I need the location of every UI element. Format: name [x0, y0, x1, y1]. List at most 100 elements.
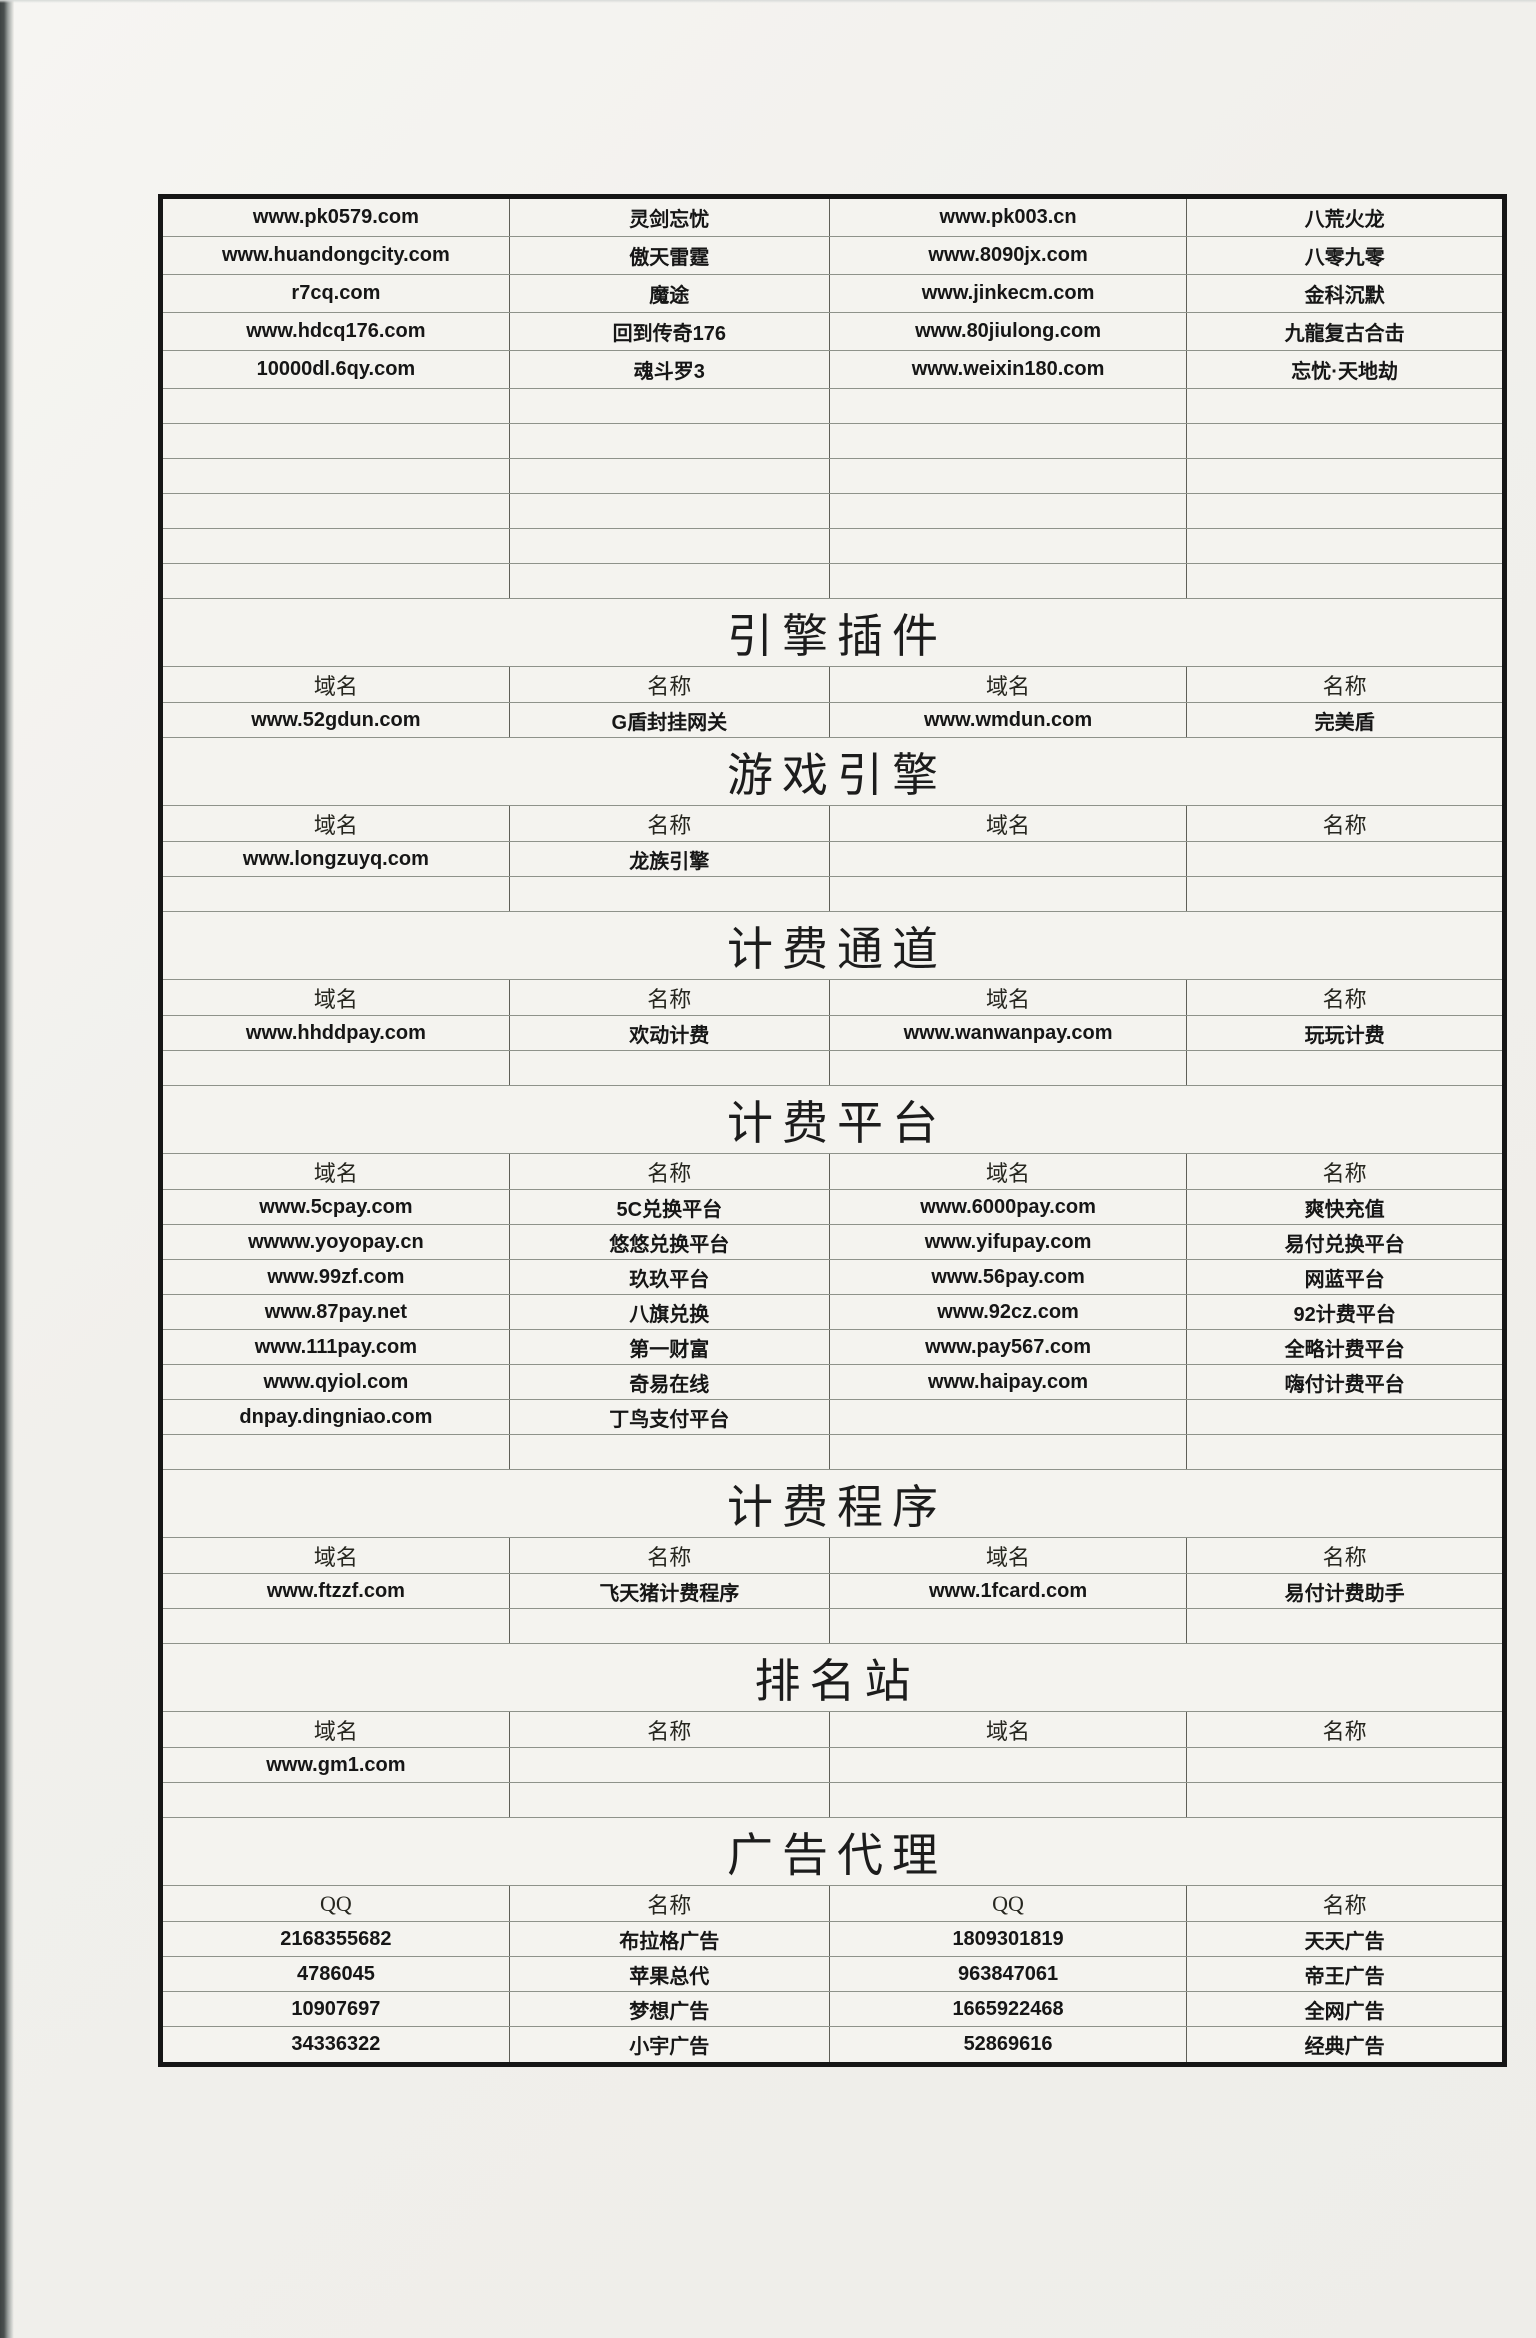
table-row: www.52gdun.com G盾封挂网关 www.wmdun.com 完美盾 [163, 703, 1502, 738]
scanner-top-edge [0, 0, 1536, 3]
table-row: www.longzuyq.com 龙族引擎 [163, 842, 1502, 877]
section-title: 广告代理 [163, 1818, 1502, 1886]
section-title: 游戏引擎 [163, 738, 1502, 806]
table-cell: 完美盾 [1314, 711, 1375, 734]
table-cell: www.pk0579.com [163, 199, 510, 236]
empty-cell [510, 459, 830, 493]
table-cell: 九龍复古合击 [1284, 323, 1405, 345]
empty-cell [510, 529, 830, 563]
table-cell: 玩玩计费 [1304, 1024, 1385, 1047]
table-row: r7cq.com 魔途 www.jinkecm.com 金科沉默 [163, 275, 1502, 313]
table-row: www.87pay.net 八旗兑换 www.92cz.com 92计费平台 [163, 1295, 1502, 1330]
table-cell: www.5cpay.com [163, 1190, 510, 1224]
header-cell: 域名 [163, 980, 510, 1015]
header-cell: 名称 [510, 1538, 830, 1573]
header-row: 域名 名称 域名 名称 [163, 667, 1502, 703]
header-cell: 域名 [830, 980, 1188, 1015]
section-title: 排名站 [163, 1644, 1502, 1712]
empty-cell [1187, 459, 1502, 493]
header-cell: 名称 [1322, 1160, 1367, 1186]
empty-cell [163, 564, 510, 598]
table-cell: 963847061 [830, 1957, 1188, 1991]
table-cell: r7cq.com [163, 275, 510, 312]
header-cell: 域名 [163, 806, 510, 841]
header-row: 域名 名称 域名 名称 [163, 1712, 1502, 1748]
table-cell: 10907697 [163, 1992, 510, 2026]
header-cell: 名称 [510, 980, 830, 1015]
table-cell: 飞天猪计费程序 [510, 1574, 830, 1608]
table-cell: 4786045 [163, 1957, 510, 1991]
empty-row [163, 1051, 1502, 1086]
table-cell: 玖玖平台 [510, 1260, 830, 1294]
header-row: 域名 名称 域名 名称 [163, 1154, 1502, 1190]
scan-table: www.pk0579.com 灵剑忘忧 www.pk003.cn 八荒火龙 www.hu… [158, 194, 1507, 2067]
empty-cell [830, 529, 1188, 563]
header-row: 域名 名称 域名 名称 [163, 806, 1502, 842]
empty-cell [163, 389, 510, 423]
table-cell: 丁鸟支付平台 [510, 1400, 830, 1434]
table-cell: www.yifupay.com [830, 1225, 1188, 1259]
header-cell: 域名 [830, 806, 1188, 841]
table-row: www.99zf.com 玖玖平台 www.56pay.com 网蓝平台 [163, 1260, 1502, 1295]
table-cell: 苹果总代 [510, 1957, 830, 1991]
empty-cell [1187, 877, 1502, 911]
empty-cell [830, 1609, 1188, 1643]
empty-cell [510, 389, 830, 423]
table-cell: 帝王广告 [1304, 1965, 1385, 1988]
table-cell: 奇易在线 [510, 1365, 830, 1399]
empty-cell [1187, 564, 1502, 598]
table-cell: 小宇广告 [510, 2027, 830, 2062]
empty-cell [510, 494, 830, 528]
empty-row [163, 1609, 1502, 1644]
table-cell: 10000dl.6qy.com [163, 351, 510, 388]
table-cell [830, 1748, 1188, 1782]
header-cell: 域名 [830, 667, 1188, 702]
table-cell: www.longzuyq.com [163, 842, 510, 876]
empty-cell [510, 1435, 830, 1469]
table-cell: www.jinkecm.com [830, 275, 1188, 312]
empty-cell [163, 459, 510, 493]
empty-cell [1187, 529, 1502, 563]
section-title: 计费平台 [163, 1086, 1502, 1154]
table-cell: www.wanwanpay.com [830, 1016, 1188, 1050]
empty-cell [510, 424, 830, 458]
header-cell: 名称 [510, 1886, 830, 1921]
scanner-edge-shadow [0, 0, 14, 2338]
table-cell: 易付兑换平台 [1284, 1233, 1405, 1256]
table-cell: www.87pay.net [163, 1295, 510, 1329]
empty-cell [1187, 494, 1502, 528]
table-cell: 傲天雷霆 [510, 237, 830, 274]
header-row: 域名 名称 域名 名称 [163, 980, 1502, 1016]
table-cell: 经典广告 [1304, 2036, 1385, 2058]
table-cell: 92计费平台 [1293, 1303, 1396, 1326]
table-cell: 嗨付计费平台 [1284, 1373, 1405, 1396]
empty-row [163, 494, 1502, 529]
table-cell: 爽快充值 [1304, 1198, 1385, 1221]
empty-cell [830, 459, 1188, 493]
table-cell [1187, 842, 1502, 876]
empty-cell [163, 1435, 510, 1469]
empty-cell [1187, 1783, 1502, 1817]
table-cell: 回到传奇176 [510, 313, 830, 350]
table-cell: www.weixin180.com [830, 351, 1188, 388]
empty-cell [510, 1051, 830, 1085]
table-cell: 龙族引擎 [510, 842, 830, 876]
table-cell [830, 1400, 1188, 1434]
table-cell: 全网广告 [1304, 2000, 1385, 2023]
header-cell: 域名 [830, 1154, 1188, 1189]
table-cell: www.99zf.com [163, 1260, 510, 1294]
table-cell [1187, 1400, 1502, 1434]
header-cell: QQ [163, 1886, 510, 1921]
table-cell: 八荒火龙 [1304, 209, 1385, 231]
table-row: 4786045 苹果总代 963847061 帝王广告 [163, 1957, 1502, 1992]
empty-cell [163, 529, 510, 563]
empty-cell [1187, 1051, 1502, 1085]
table-cell [830, 842, 1188, 876]
table-cell: www.52gdun.com [163, 703, 510, 737]
header-cell: 域名 [163, 667, 510, 702]
empty-cell [163, 877, 510, 911]
table-cell: 梦想广告 [510, 1992, 830, 2026]
table-cell: 八零九零 [1304, 247, 1385, 269]
table-row: www.hhddpay.com 欢动计费 www.wanwanpay.com 玩玩计费 [163, 1016, 1502, 1051]
header-cell: 域名 [830, 1712, 1188, 1747]
